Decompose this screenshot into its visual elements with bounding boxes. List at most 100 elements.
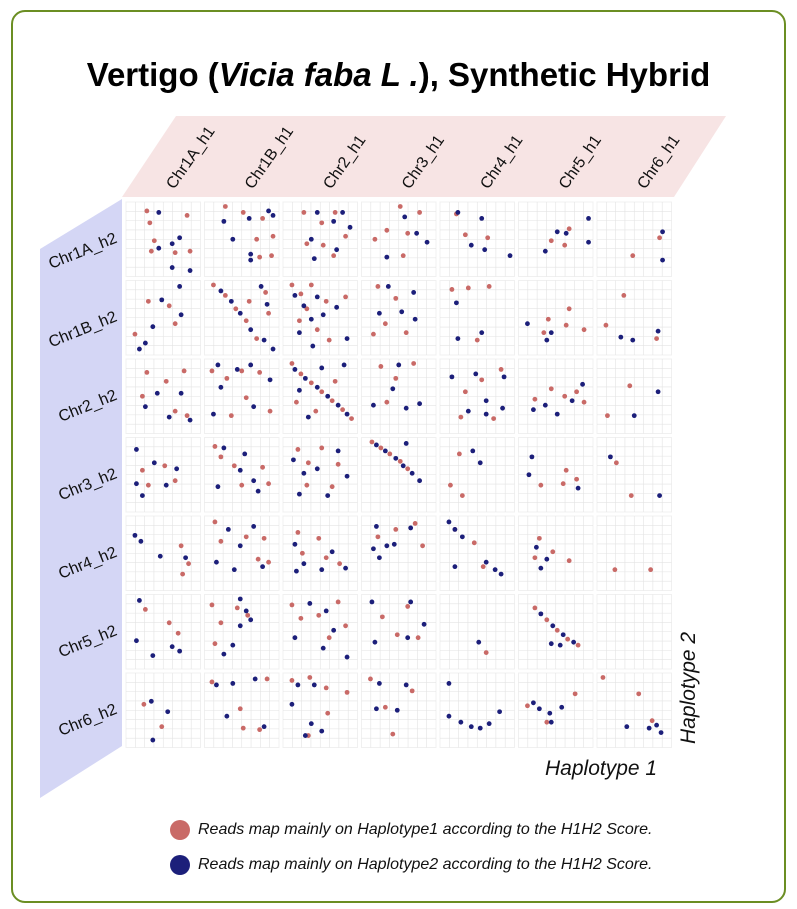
point-haplotype2 [526,472,532,478]
point-haplotype2 [631,413,637,419]
point-haplotype2 [150,324,156,330]
point-haplotype1 [483,650,489,656]
point-haplotype2 [308,236,314,242]
point-haplotype1 [145,482,151,488]
point-haplotype1 [298,291,304,297]
cell-Chr3_h2-Chr1A_h1 [125,437,201,513]
point-haplotype2 [468,724,474,730]
point-haplotype2 [295,682,301,688]
point-haplotype1 [340,407,345,413]
point-haplotype2 [258,284,264,289]
point-haplotype1 [209,602,215,608]
point-haplotype2 [139,493,145,499]
cell-Chr4_h2-Chr1A_h1 [125,515,201,591]
point-haplotype2 [335,402,341,408]
point-haplotype1 [411,361,417,366]
point-haplotype2 [654,722,659,728]
point-haplotype2 [252,676,258,682]
point-haplotype2 [237,596,243,602]
point-haplotype2 [374,442,379,448]
point-haplotype1 [405,466,411,472]
point-haplotype1 [331,253,337,259]
point-haplotype2 [255,488,261,494]
cell-Chr4_h2-Chr1B_h1 [204,515,280,591]
point-haplotype1 [184,413,190,419]
point-haplotype1 [372,236,378,242]
point-haplotype2 [525,321,530,327]
point-haplotype2 [296,330,302,336]
cell-Chr5_h2-Chr6_h1 [596,594,672,670]
point-haplotype1 [184,213,190,218]
point-haplotype1 [458,414,464,420]
point-haplotype2 [344,336,350,342]
point-haplotype1 [548,238,554,244]
point-haplotype1 [600,675,606,680]
point-haplotype2 [296,491,302,497]
cell-Chr5_h2-Chr4_h1 [439,594,515,670]
point-haplotype2 [228,298,234,304]
point-haplotype2 [329,549,335,555]
point-haplotype2 [500,405,505,411]
point-haplotype2 [218,384,224,390]
point-haplotype2 [325,393,331,399]
point-haplotype1 [144,370,150,375]
point-haplotype2 [374,706,379,712]
point-haplotype1 [319,445,325,451]
point-haplotype2 [483,398,489,404]
point-haplotype1 [628,493,634,499]
point-haplotype2 [452,527,458,532]
point-haplotype1 [209,679,215,685]
point-haplotype1 [525,703,530,709]
point-haplotype2 [465,408,471,414]
point-haplotype2 [575,485,581,491]
point-haplotype1 [260,464,266,470]
point-haplotype2 [409,470,415,476]
point-haplotype2 [371,546,376,552]
point-haplotype1 [344,689,350,695]
point-haplotype2 [655,389,661,395]
point-haplotype1 [323,298,329,304]
point-haplotype2 [308,316,314,322]
cell-Chr2_h2-Chr4_h1 [439,358,515,434]
point-haplotype2 [417,401,423,407]
point-haplotype2 [376,555,382,561]
haplotype2-swatch [170,855,190,875]
point-haplotype2 [458,719,464,725]
point-haplotype2 [538,565,544,571]
point-haplotype1 [554,627,560,633]
point-haplotype1 [613,460,619,466]
point-haplotype2 [408,525,414,531]
point-haplotype2 [248,257,254,263]
point-haplotype2 [301,561,307,567]
point-haplotype2 [548,330,554,336]
cell-Chr1B_h2-Chr5_h1 [518,280,594,356]
cell-Chr1A_h2-Chr1A_h1 [125,201,201,277]
title-suffix: ), Synthetic Hybrid [418,56,711,93]
point-haplotype2 [248,327,254,333]
point-haplotype2 [221,218,227,224]
point-haplotype1 [254,336,260,342]
point-haplotype2 [289,701,295,707]
point-haplotype1 [298,371,304,377]
point-haplotype2 [452,564,458,570]
point-haplotype1 [379,614,385,620]
point-haplotype1 [234,605,240,611]
cell-Chr6_h2-Chr6_h1 [596,672,672,748]
cell-Chr4_h2-Chr3_h1 [361,515,437,591]
point-haplotype1 [212,519,218,525]
point-haplotype1 [144,208,150,214]
point-haplotype2 [399,309,405,315]
point-haplotype1 [181,368,187,374]
point-haplotype2 [403,441,409,446]
point-haplotype2 [251,404,257,410]
point-haplotype1 [393,375,399,381]
figure-frame [11,10,786,903]
point-haplotype2 [246,215,252,221]
point-haplotype2 [314,294,320,300]
cell-Chr6_h2-Chr1B_h1 [204,672,280,748]
point-haplotype2 [477,460,483,466]
cell-Chr1A_h2-Chr3_h1 [361,201,437,277]
column-header-band [122,116,726,197]
point-haplotype1 [166,303,172,309]
point-haplotype2 [294,568,299,574]
